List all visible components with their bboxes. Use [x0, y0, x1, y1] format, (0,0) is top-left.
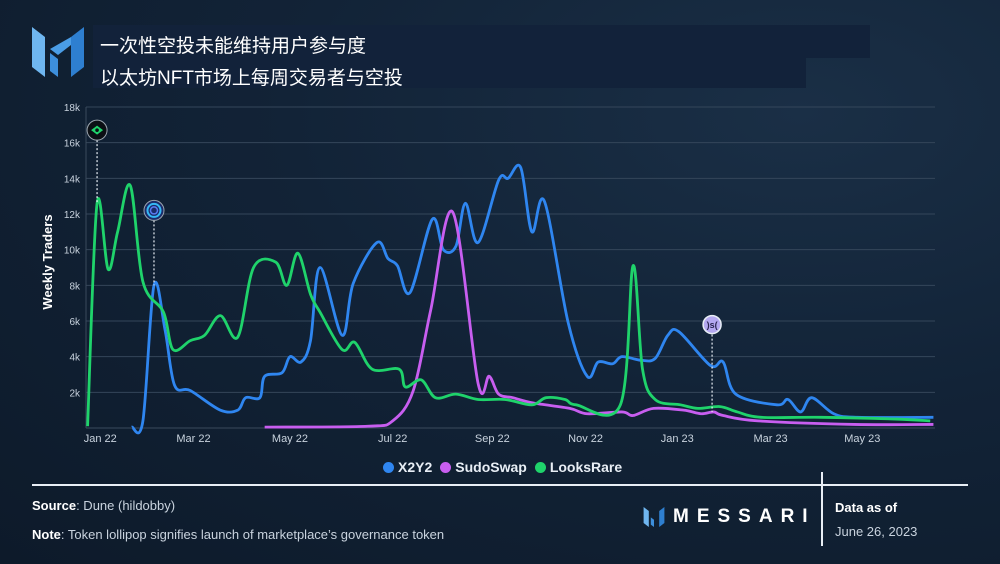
- y-tick-label: 4k: [69, 353, 81, 364]
- messari-logo-small: [643, 507, 665, 527]
- y-tick-label: 6k: [69, 317, 81, 328]
- x-tick-label: May 22: [272, 433, 308, 445]
- subtitle-background: [93, 58, 806, 88]
- x2y2-swatch: [383, 461, 394, 473]
- y-tick-label: 8k: [69, 281, 81, 292]
- series-line-sudoswap: [264, 209, 934, 429]
- x-tick-label: Jan 22: [84, 433, 117, 445]
- x-tick-label: Jan 23: [661, 433, 694, 445]
- source-label: Source: [32, 498, 77, 513]
- note-text: : Token lollipop signifies launch of mar…: [60, 527, 445, 542]
- legend-item-x2y2[interactable]: X2Y2: [383, 459, 432, 475]
- y-axis-label: Weekly Traders: [40, 214, 55, 309]
- x-tick-label: Mar 23: [753, 433, 787, 445]
- looksrare-eye-pupil: [95, 128, 99, 132]
- x-tick-label: Nov 22: [568, 433, 603, 445]
- x2y2-inner-ring: [149, 206, 159, 215]
- footnote: Note: Token lollipop signifies launch of…: [32, 527, 444, 542]
- data-as-of-label: Data as of: [835, 500, 898, 515]
- messari-logo: [32, 27, 84, 77]
- y-tick-label: 18k: [64, 103, 81, 114]
- x-tick-label: May 23: [844, 433, 880, 445]
- series-line-x2y2: [130, 163, 934, 435]
- legend-label: LooksRare: [549, 459, 623, 475]
- y-tick-label: 16k: [64, 139, 81, 150]
- legend-item-sudoswap[interactable]: SudoSwap: [440, 459, 527, 475]
- legend-item-looksrare[interactable]: LooksRare: [534, 459, 623, 475]
- x2y2-outer-ring: [146, 202, 162, 218]
- series-line-looksrare: [86, 183, 931, 427]
- legend-label: X2Y2: [398, 459, 433, 475]
- note-label: Note: [32, 527, 61, 542]
- title-background: [93, 25, 870, 58]
- looksrare-swatch: [534, 461, 546, 473]
- title-line-1: 一次性空投未能维持用户参与度: [100, 36, 367, 57]
- sudoswap-swatch: [440, 461, 452, 473]
- footer-divider: [32, 484, 968, 486]
- sudoswap-token-icon: [702, 314, 722, 335]
- y-tick-label: 12k: [64, 210, 81, 221]
- source-text: : Dune (hildobby): [76, 498, 176, 513]
- title-line-2: 以太坊NFT市场上每周交易者与空投: [100, 68, 403, 89]
- legend: X2Y2 SudoSwap LooksRare: [383, 459, 622, 475]
- x-tick-label: Sep 22: [475, 433, 510, 445]
- brand-wordmark: MESSARI: [673, 506, 816, 527]
- source-note: Source: Dune (hildobby): [32, 498, 175, 513]
- sudoswap-glyph: )s(: [707, 320, 718, 330]
- x-tick-label: Jul 22: [378, 433, 407, 445]
- y-tick-label: 14k: [64, 174, 81, 185]
- y-tick-label: 10k: [64, 246, 81, 257]
- x-tick-label: Mar 22: [176, 433, 210, 445]
- legend-label: SudoSwap: [455, 459, 527, 475]
- messari-brand: MESSARI: [643, 506, 816, 528]
- footer-vertical-divider: [821, 472, 823, 546]
- data-as-of-date: June 26, 2023: [835, 524, 918, 539]
- y-tick-label: 2k: [69, 388, 81, 399]
